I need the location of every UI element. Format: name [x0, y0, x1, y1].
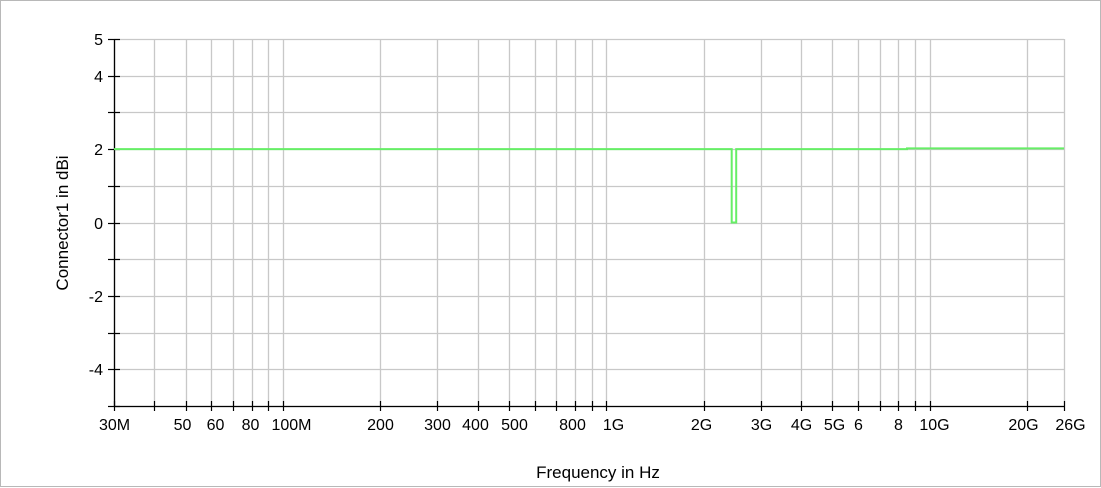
grid-lines: [113, 38, 1066, 408]
x-tick-label: 400: [462, 417, 489, 434]
x-tick-label: 2G: [691, 417, 712, 434]
x-tick-label: 1G: [603, 417, 624, 434]
x-tick-label: 8: [894, 417, 903, 434]
x-tick-label: 5G: [824, 417, 845, 434]
y-tick-label: 0: [94, 216, 103, 233]
y-tick-label: 4: [94, 69, 103, 86]
y-tick-label: 5: [94, 32, 103, 49]
y-tick-label: -2: [89, 289, 103, 306]
x-axis-title: Frequency in Hz: [536, 463, 660, 482]
axes: [108, 38, 1066, 411]
x-tick-label: 500: [501, 417, 528, 434]
x-tick-label: 50: [174, 417, 192, 434]
x-tick-label: 6: [854, 417, 863, 434]
series-layer: [114, 147, 1064, 224]
x-tick-label: 10G: [919, 417, 949, 434]
tick-labels: 30M 50 60 80 100M 200 300 400 500 800 1G 2G 3G 4G 5G 6 8…: [89, 32, 1086, 434]
x-tick-label: 30M: [99, 417, 130, 434]
x-tick-label: 800: [559, 417, 586, 434]
x-tick-label: 26G: [1055, 417, 1085, 434]
x-tick-label: 20G: [1008, 417, 1038, 434]
y-tick-label: 2: [94, 142, 103, 159]
x-tick-label: 300: [424, 417, 451, 434]
x-tick-label: 4G: [791, 417, 812, 434]
x-tick-label: 100M: [271, 417, 311, 434]
x-tick-label: 200: [367, 417, 394, 434]
y-axis-title: Connector1 in dBi: [53, 155, 72, 290]
x-tick-label: 60: [207, 417, 225, 434]
x-tick-label: 80: [242, 417, 260, 434]
y-tick-label: -4: [89, 362, 103, 379]
series-line: [114, 147, 1064, 224]
x-tick-label: 3G: [751, 417, 772, 434]
